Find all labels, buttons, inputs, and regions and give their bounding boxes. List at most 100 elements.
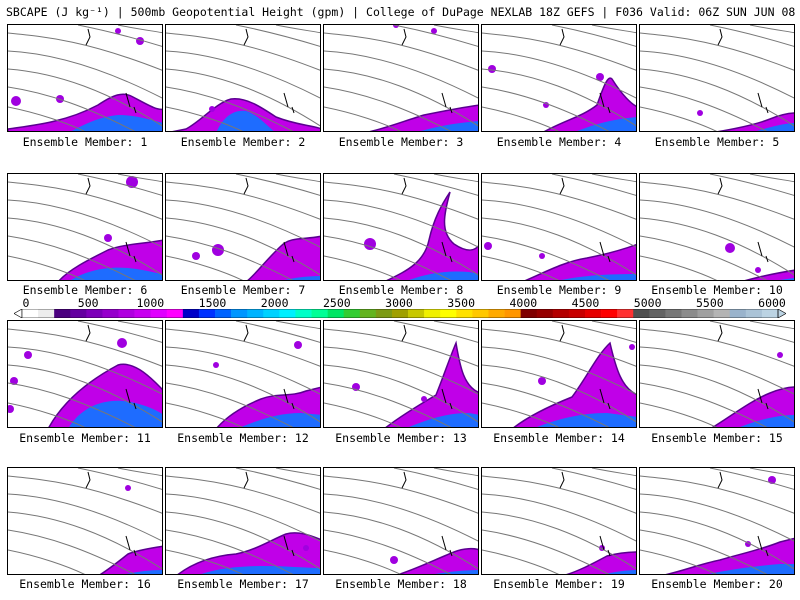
height-contour — [482, 382, 610, 427]
coastline — [559, 471, 611, 557]
height-contour — [166, 235, 294, 280]
height-contour — [640, 32, 794, 71]
height-contour — [235, 174, 320, 196]
cape-cell — [484, 242, 492, 250]
colorbar-swatch — [408, 309, 425, 318]
ensemble-member-panel — [165, 467, 321, 575]
colorbar-swatch — [182, 309, 200, 318]
ensemble-member-panel — [481, 173, 637, 281]
colorbar-tick-label: 2000 — [260, 296, 289, 310]
cape-area-edge — [665, 537, 794, 574]
colorbar-tick-label: 5000 — [633, 296, 662, 310]
cape-area-edge — [216, 386, 320, 427]
colorbar-tick-label: 4000 — [509, 296, 538, 310]
height-contour — [640, 217, 794, 276]
ensemble-member-panel — [481, 24, 637, 132]
colorbar-swatch — [86, 309, 103, 318]
ensemble-member-label: Ensemble Member: 7 — [180, 283, 306, 297]
ensemble-member-panel — [323, 320, 479, 428]
height-contour — [166, 86, 294, 131]
cape-area-edge — [8, 93, 162, 131]
ensemble-member-label: Ensemble Member: 4 — [496, 135, 622, 149]
colorbar-swatch — [102, 309, 119, 318]
height-contour — [8, 181, 162, 220]
ensemble-member-panel — [7, 320, 163, 428]
cape-cell — [24, 351, 32, 359]
cape-cell — [725, 243, 735, 253]
height-contour — [77, 321, 162, 343]
colorbar-tick-label: 5500 — [695, 296, 724, 310]
height-contour — [640, 529, 768, 574]
cape-area-high — [284, 276, 320, 280]
ensemble-member-panel — [7, 467, 163, 575]
cape-cell — [56, 95, 64, 103]
height-contour — [235, 321, 320, 343]
cape-area-edge — [544, 77, 636, 131]
height-contour — [166, 364, 320, 423]
height-contour — [482, 364, 636, 423]
height-contour — [166, 50, 320, 99]
height-contour — [433, 174, 478, 183]
cape-cell — [10, 377, 18, 385]
cape-map — [166, 174, 320, 280]
ensemble-member-panel — [323, 24, 479, 132]
cape-map — [166, 468, 320, 574]
height-contour — [482, 199, 636, 248]
height-contour — [640, 382, 768, 427]
cape-area-edge — [711, 386, 794, 427]
height-contour — [324, 217, 478, 276]
coastline — [717, 324, 769, 410]
colorbar-swatch — [552, 309, 570, 318]
height-contour — [640, 511, 794, 570]
coastline — [85, 324, 137, 410]
ensemble-member-label: Ensemble Member: 15 — [651, 431, 783, 445]
height-contour — [166, 328, 320, 367]
height-contour — [640, 235, 768, 280]
coastline — [717, 471, 769, 557]
ensemble-member-label: Ensemble Member: 20 — [651, 577, 783, 591]
height-contour — [709, 25, 794, 47]
cape-area-edge — [172, 98, 320, 131]
cape-cell — [126, 176, 138, 188]
height-contour — [77, 468, 162, 490]
cape-cell — [11, 96, 21, 106]
height-contour — [8, 382, 136, 427]
colorbar-swatch — [134, 309, 151, 318]
height-contour — [640, 181, 794, 220]
height-contour — [591, 174, 636, 183]
cape-cell — [697, 110, 703, 116]
height-contour — [640, 346, 794, 395]
height-contour — [324, 549, 401, 574]
colorbar-swatch — [231, 309, 248, 318]
cape-map — [166, 321, 320, 427]
height-contour — [482, 511, 636, 570]
colorbar-swatch — [150, 309, 168, 318]
cape-cell — [364, 238, 376, 250]
height-contour — [324, 402, 401, 427]
cape-map — [324, 25, 478, 131]
height-contour — [482, 529, 610, 574]
colorbar-swatch — [665, 309, 682, 318]
colorbar-swatch — [22, 309, 39, 318]
colorbar-swatch — [520, 309, 538, 318]
colorbar-swatch — [391, 309, 409, 318]
cape-area-high — [126, 570, 162, 574]
colorbar-swatch — [198, 309, 216, 318]
cape-area-high — [605, 570, 636, 574]
colorbar-tick-label: 500 — [77, 296, 99, 310]
cape-area-low — [514, 343, 636, 427]
cape-area-low — [713, 387, 794, 427]
cape-cell — [294, 341, 302, 349]
cape-area-edge — [386, 191, 478, 280]
colorbar-min-arrow — [14, 309, 23, 318]
colorbar-swatch — [263, 309, 280, 318]
colorbar-swatch — [295, 309, 312, 318]
colorbar-swatch — [166, 309, 184, 318]
ensemble-member-panel — [639, 320, 795, 428]
height-contour — [551, 25, 636, 47]
cape-area-high — [201, 566, 320, 574]
height-contour — [8, 529, 136, 574]
height-contour — [640, 68, 794, 127]
height-contour — [8, 32, 162, 71]
height-contour — [166, 382, 294, 427]
